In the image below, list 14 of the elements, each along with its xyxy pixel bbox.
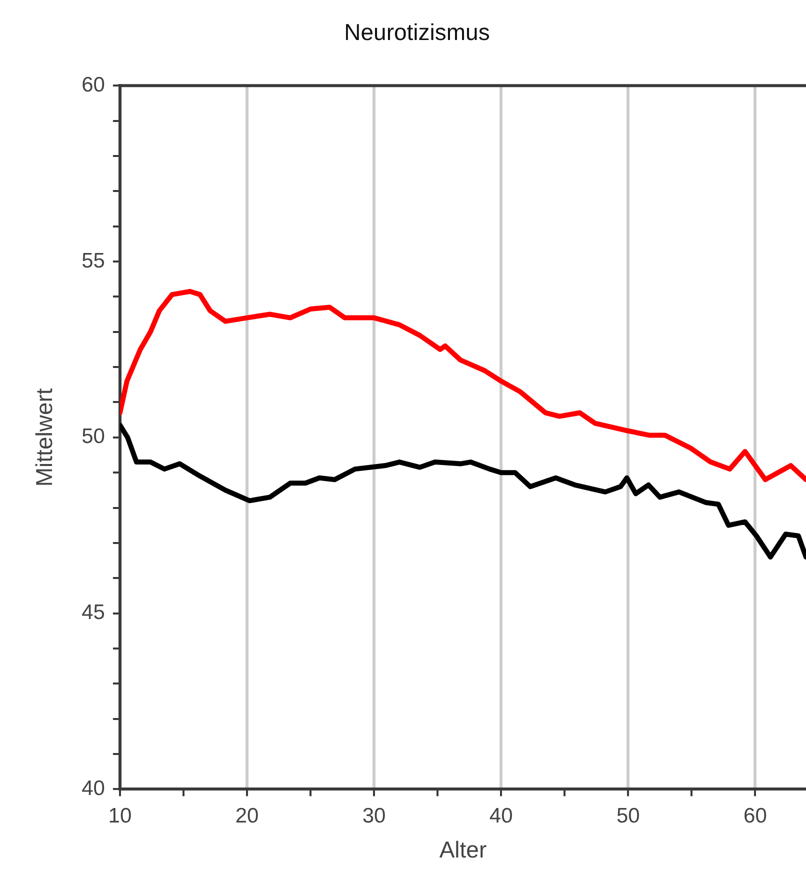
- x-tick-label: 20: [235, 804, 259, 828]
- y-axis-title: Mittelwert: [31, 388, 58, 487]
- y-tick-label: 45: [82, 601, 105, 624]
- y-tick-label: 40: [82, 776, 105, 800]
- x-tick-label: 30: [362, 804, 386, 828]
- y-tick-label: 60: [82, 73, 105, 96]
- y-tick-label: 50: [82, 425, 105, 448]
- chart-title: Neurotizismus: [344, 19, 490, 46]
- x-axis-title: Alter: [439, 836, 487, 863]
- x-tick-label: 40: [489, 804, 513, 828]
- y-tick-label: 55: [82, 249, 105, 272]
- x-tick-label: 10: [108, 804, 132, 828]
- x-tick-label: 60: [744, 804, 767, 828]
- x-tick-label: 50: [616, 804, 640, 828]
